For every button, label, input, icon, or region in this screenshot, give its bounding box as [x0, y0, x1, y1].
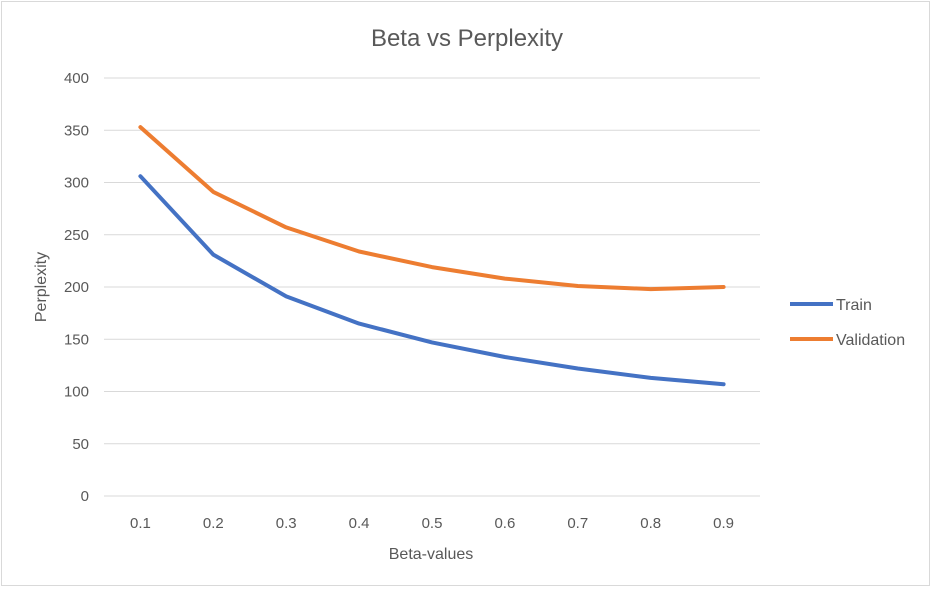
- x-tick-label: 0.6: [494, 515, 515, 532]
- y-tick-label: 400: [64, 70, 89, 87]
- series-lines: [138, 125, 726, 387]
- x-tick-label: 0.4: [349, 515, 370, 532]
- y-tick-label: 200: [64, 279, 89, 296]
- x-tick-label: 0.7: [567, 515, 588, 532]
- x-tick-label: 0.5: [422, 515, 443, 532]
- legend-label: Train: [836, 297, 872, 314]
- y-axis-ticks: 0 50 100 150 200 250 300 350 400: [64, 70, 89, 505]
- y-tick-label: 50: [72, 436, 89, 453]
- x-axis-ticks: 0.1 0.2 0.3 0.4 0.5 0.6 0.7 0.8 0.9: [130, 515, 734, 532]
- y-tick-label: 350: [64, 122, 89, 139]
- y-tick-label: 100: [64, 384, 89, 401]
- y-axis-title: Perplexity: [33, 252, 50, 322]
- gridlines: [104, 77, 760, 497]
- y-tick-label: 150: [64, 331, 89, 348]
- y-tick-label: 250: [64, 227, 89, 244]
- chart-title: Beta vs Perplexity: [371, 25, 563, 52]
- series-line-validation: [138, 125, 726, 292]
- x-tick-label: 0.8: [640, 515, 661, 532]
- x-tick-label: 0.3: [276, 515, 297, 532]
- x-tick-label: 0.1: [130, 515, 151, 532]
- x-tick-label: 0.9: [713, 515, 734, 532]
- series-line-train: [138, 174, 726, 387]
- y-tick-label: 300: [64, 175, 89, 192]
- x-tick-label: 0.2: [203, 515, 224, 532]
- legend: Train Validation: [790, 297, 905, 349]
- legend-label: Validation: [836, 332, 905, 349]
- x-axis-title: Beta-values: [389, 546, 474, 563]
- y-tick-label: 0: [81, 488, 89, 505]
